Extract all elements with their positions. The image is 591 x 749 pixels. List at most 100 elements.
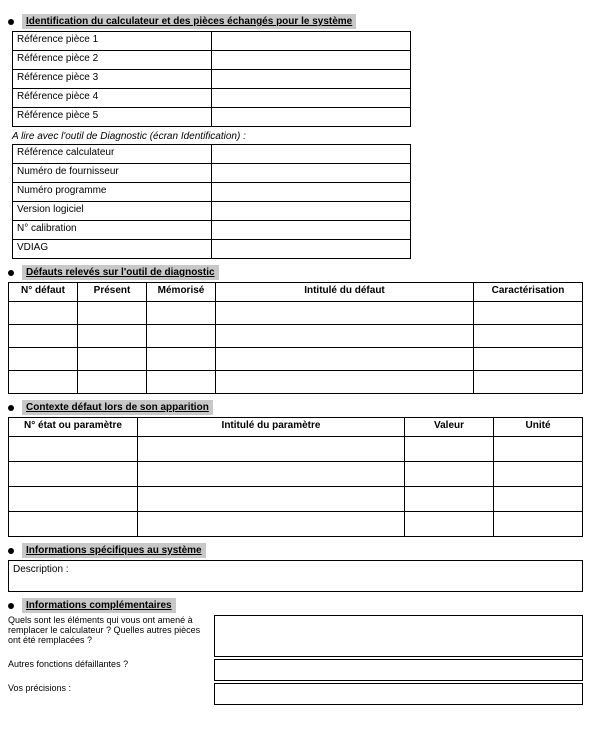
table-cell (494, 462, 583, 487)
table-cell (494, 437, 583, 462)
section-header-complementary: Informations complémentaires (8, 598, 583, 613)
table-cell (138, 462, 405, 487)
table-cell (405, 437, 494, 462)
faults-table: N° défautPrésentMémoriséIntitulé du défa… (8, 282, 583, 394)
table-cell (78, 348, 147, 371)
question-label: Vos précisions : (8, 683, 214, 705)
section-title: Identification du calculateur et des piè… (22, 14, 356, 29)
part-label: Référence pièce 3 (13, 70, 212, 89)
table-cell (474, 325, 583, 348)
part-value (212, 89, 411, 108)
diagnostic-note: A lire avec l'outil de Diagnostic (écran… (12, 131, 583, 142)
column-header: Valeur (405, 418, 494, 437)
ident-label: Référence calculateur (13, 145, 212, 164)
question-label: Autres fonctions défaillantes ? (8, 659, 214, 681)
answer-box (214, 615, 583, 657)
column-header: Caractérisation (474, 283, 583, 302)
table-cell (138, 512, 405, 537)
question-row: Vos précisions : (8, 683, 583, 705)
bullet-icon (8, 19, 14, 25)
table-row (9, 371, 583, 394)
column-header: Unité (494, 418, 583, 437)
table-row (9, 487, 583, 512)
question-row: Quels sont les éléments qui vous ont ame… (8, 615, 583, 657)
table-cell (405, 487, 494, 512)
table-row: Référence pièce 3 (13, 70, 411, 89)
question-label: Quels sont les éléments qui vous ont ame… (8, 615, 214, 657)
question-row: Autres fonctions défaillantes ? (8, 659, 583, 681)
column-header: Mémorisé (147, 283, 216, 302)
section-header-context: Contexte défaut lors de son apparition (8, 400, 583, 415)
ident-value (212, 221, 411, 240)
part-value (212, 32, 411, 51)
table-cell (216, 371, 474, 394)
table-row (9, 437, 583, 462)
answer-box (214, 659, 583, 681)
table-cell (138, 437, 405, 462)
table-cell (474, 371, 583, 394)
ident-value (212, 145, 411, 164)
table-cell (494, 487, 583, 512)
section-title: Contexte défaut lors de son apparition (22, 400, 213, 415)
section-title: Informations spécifiques au système (22, 543, 206, 558)
section-header-faults: Défauts relevés sur l'outil de diagnosti… (8, 265, 583, 280)
part-label: Référence pièce 4 (13, 89, 212, 108)
table-cell (9, 371, 78, 394)
section-title: Défauts relevés sur l'outil de diagnosti… (22, 265, 219, 280)
table-cell (147, 348, 216, 371)
table-row: Référence calculateur (13, 145, 411, 164)
bullet-icon (8, 548, 14, 554)
section-header-identification: Identification du calculateur et des piè… (8, 14, 583, 29)
table-cell (216, 325, 474, 348)
table-cell (78, 302, 147, 325)
bullet-icon (8, 603, 14, 609)
table-cell (405, 462, 494, 487)
column-header: Intitulé du défaut (216, 283, 474, 302)
ident-label: Numéro programme (13, 183, 212, 202)
table-cell (147, 302, 216, 325)
table-cell (78, 371, 147, 394)
table-row: Numéro de fournisseur (13, 164, 411, 183)
table-cell (9, 487, 138, 512)
table-row (9, 302, 583, 325)
table-cell (78, 325, 147, 348)
table-row: Numéro programme (13, 183, 411, 202)
table-cell (9, 512, 138, 537)
table-row: VDIAG (13, 240, 411, 259)
description-label: Description : (13, 564, 69, 575)
part-value (212, 70, 411, 89)
description-box: Description : (8, 560, 583, 592)
ident-label: Version logiciel (13, 202, 212, 221)
table-cell (9, 325, 78, 348)
table-row (9, 512, 583, 537)
table-row: Version logiciel (13, 202, 411, 221)
part-label: Référence pièce 1 (13, 32, 212, 51)
table-cell (147, 325, 216, 348)
table-cell (9, 348, 78, 371)
ident-value (212, 164, 411, 183)
complementary-questions: Quels sont les éléments qui vous ont ame… (8, 615, 583, 705)
table-row: Référence pièce 4 (13, 89, 411, 108)
ident-label: Numéro de fournisseur (13, 164, 212, 183)
table-cell (216, 348, 474, 371)
ident-label: VDIAG (13, 240, 212, 259)
ident-label: N° calibration (13, 221, 212, 240)
table-cell (147, 371, 216, 394)
table-row: Référence pièce 1 (13, 32, 411, 51)
table-row (9, 348, 583, 371)
ident-value (212, 202, 411, 221)
table-row: N° calibration (13, 221, 411, 240)
bullet-icon (8, 405, 14, 411)
column-header: N° état ou paramètre (9, 418, 138, 437)
answer-box (214, 683, 583, 705)
section-title: Informations complémentaires (22, 598, 176, 613)
part-value (212, 108, 411, 127)
table-cell (138, 487, 405, 512)
table-row: Référence pièce 2 (13, 51, 411, 70)
table-cell (9, 437, 138, 462)
ident-value (212, 183, 411, 202)
table-row (9, 325, 583, 348)
column-header: Intitulé du paramètre (138, 418, 405, 437)
table-row (9, 462, 583, 487)
part-label: Référence pièce 5 (13, 108, 212, 127)
